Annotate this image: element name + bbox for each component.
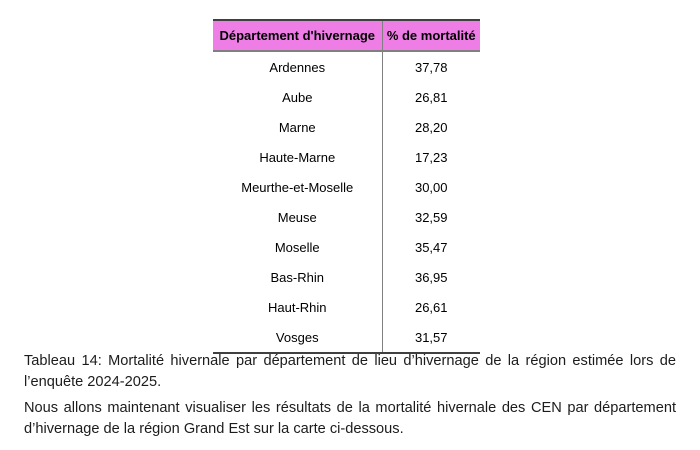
departement-cell: Marne — [278, 119, 316, 135]
table-row: Bas-Rhin 36,95 — [213, 262, 480, 292]
departement-cell: Haute-Marne — [259, 149, 336, 165]
table-caption: Tableau 14: Mortalité hivernale par dépa… — [24, 353, 676, 390]
table-row: Meuse 32,59 — [213, 202, 480, 232]
departement-cell: Meurthe-et-Moselle — [241, 179, 354, 195]
mortalite-cell: 26,61 — [381, 292, 480, 322]
mortalite-cell: 17,23 — [381, 142, 480, 172]
mortalite-cell: 35,47 — [381, 232, 480, 262]
col-header-departement: Département d'hivernage — [213, 19, 382, 52]
col-header-mortalite: % de mortalité — [381, 19, 480, 52]
table-row: Haut-Rhin 26,61 — [213, 292, 480, 322]
mortalite-cell: 37,78 — [381, 51, 480, 82]
departement-cell: Bas-Rhin — [270, 269, 324, 285]
mortalite-cell: 36,95 — [381, 262, 480, 292]
table-row: Marne 28,20 — [213, 112, 480, 142]
departement-cell: Moselle — [274, 239, 320, 255]
mortalite-cell: 28,20 — [381, 112, 480, 142]
mortalite-cell: 32,59 — [381, 202, 480, 232]
departement-cell: Aube — [282, 89, 313, 105]
table-row: Meurthe-et-Moselle 30,00 — [213, 172, 480, 202]
body-paragraph: Nous allons maintenant visualiser les ré… — [24, 400, 676, 437]
departement-cell: Meuse — [277, 209, 317, 225]
table-row: Aube 26,81 — [213, 82, 480, 112]
table-body: Ardennes 37,78 Aube 26,81 Marne 28,20 Ha… — [213, 51, 480, 354]
table-row: Ardennes 37,78 — [213, 51, 480, 82]
table-header: Département d'hivernage % de mortalité — [213, 19, 480, 52]
table-row: Haute-Marne 17,23 — [213, 142, 480, 172]
header-row: Département d'hivernage % de mortalité — [213, 19, 480, 52]
table-row: Moselle 35,47 — [213, 232, 480, 262]
departement-cell: Vosges — [213, 322, 382, 354]
mortalite-cell: 30,00 — [381, 172, 480, 202]
mortality-table: Département d'hivernage % de mortalité A… — [213, 19, 480, 354]
departement-cell: Haut-Rhin — [267, 299, 327, 315]
mortalite-cell: 31,57 — [381, 322, 480, 354]
departement-cell: Ardennes — [269, 59, 326, 75]
table-row: Vosges 31,57 — [213, 322, 480, 354]
mortalite-cell: 26,81 — [381, 82, 480, 112]
